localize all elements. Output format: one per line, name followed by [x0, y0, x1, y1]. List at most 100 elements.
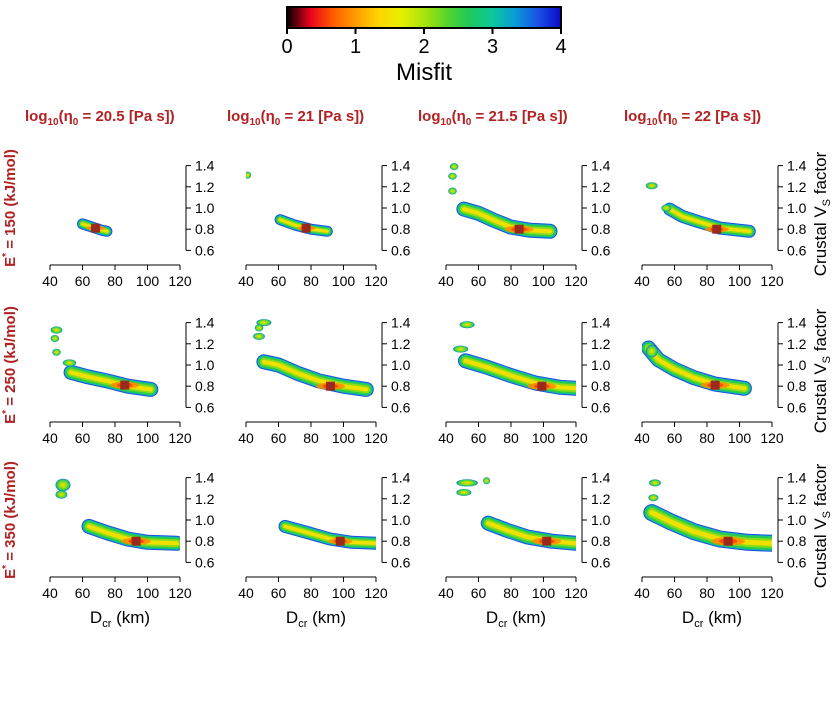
x-tick-label: 120 [168, 430, 192, 446]
x-tick-label: 60 [271, 430, 287, 446]
data-band [649, 510, 772, 546]
x-tick-label: 100 [728, 585, 752, 601]
x-tick-label: 100 [136, 273, 160, 289]
data-band [461, 207, 553, 234]
y-axis: 0.6 0.8 1.0 1.2 1.4 [381, 470, 411, 570]
x-tick-label: 100 [532, 585, 556, 601]
data-blob [648, 494, 659, 502]
row-title-text: E* = 350 (kJ/mol) [1, 461, 19, 579]
data-blob [256, 319, 272, 327]
y-tick-label: 0.6 [195, 554, 215, 570]
data-cloud [645, 182, 756, 238]
x-tick-label: 80 [303, 430, 319, 446]
y-tick-label: 1.2 [591, 336, 611, 352]
y-tick-label: 1.4 [591, 470, 611, 486]
best-model-marker [723, 536, 733, 546]
y-tick-label: 1.0 [391, 357, 411, 373]
row-titles: E* = 150 (kJ/mol) E* = 250 (kJ/mol) E* = 3… [1, 149, 19, 579]
y-tick-label: 1.0 [787, 512, 807, 528]
x-tick-label: 40 [438, 585, 454, 601]
y-tick-label: 0.6 [591, 242, 611, 258]
x-axis: 40 60 80 100 120 [438, 576, 588, 601]
y-tick-label: 0.8 [391, 378, 411, 394]
y-axis: 0.6 0.8 1.0 1.2 1.4 [777, 158, 807, 258]
y-axis: 0.6 0.8 1.0 1.2 1.4 [581, 315, 611, 415]
y-tick-label: 1.0 [591, 512, 611, 528]
x-axis: 40 60 80 100 120 [438, 264, 588, 289]
column-title: log10(η0 = 20.5 [Pa s]) [25, 108, 175, 128]
row-title: E* = 150 (kJ/mol) [1, 149, 19, 267]
y-tick-label: 1.2 [787, 336, 807, 352]
y-tick-label: 0.8 [195, 221, 215, 237]
data-cloud [55, 478, 180, 551]
y-tick-label: 0.6 [787, 242, 807, 258]
best-model-marker [301, 223, 311, 233]
data-blob [50, 335, 60, 342]
x-tick-label: 80 [699, 273, 715, 289]
x-tick-label: 40 [238, 430, 254, 446]
y-tick-label: 0.6 [391, 399, 411, 415]
x-tick-label: 120 [760, 273, 784, 289]
y-tick-label: 1.4 [391, 470, 411, 486]
x-tick-label: 80 [503, 273, 519, 289]
data-blob [448, 187, 457, 195]
y-tick-label: 0.8 [591, 378, 611, 394]
x-tick-label: 60 [271, 273, 287, 289]
x-axis-label: Dcr (km) [90, 608, 150, 630]
x-tick-label: 40 [634, 273, 650, 289]
data-blob [649, 479, 661, 487]
x-tick-label: 80 [107, 430, 123, 446]
y-tick-label: 1.2 [195, 336, 215, 352]
best-model-marker [120, 380, 130, 390]
y-tick-label: 0.6 [195, 399, 215, 415]
x-tick-label: 40 [42, 430, 58, 446]
y-tick-label: 1.2 [391, 491, 411, 507]
y-tick-label: 0.8 [787, 378, 807, 394]
y-tick-label: 1.4 [391, 158, 411, 174]
x-tick-label: 100 [728, 430, 752, 446]
y-tick-label: 1.4 [195, 315, 215, 331]
best-model-marker [542, 536, 552, 546]
colorbar-tick-label: 3 [487, 36, 498, 58]
x-tick-label: 40 [438, 430, 454, 446]
data-cloud [453, 321, 576, 396]
data-blob [55, 478, 71, 492]
data-blob [456, 479, 478, 487]
x-tick-label: 60 [471, 585, 487, 601]
x-axis: 40 60 80 100 120 [42, 264, 192, 289]
y-tick-label: 1.4 [787, 470, 807, 486]
x-tick-label: 100 [332, 273, 356, 289]
data-blob [246, 171, 252, 179]
colorbar-gradient [286, 6, 562, 29]
data-blob [453, 345, 469, 353]
y-tick-label: 1.2 [591, 179, 611, 195]
x-tick-label: 120 [364, 273, 388, 289]
best-model-marker [712, 224, 722, 234]
x-axis: 40 60 80 100 120 [42, 576, 192, 601]
y-tick-label: 1.2 [391, 336, 411, 352]
y-tick-label: 1.4 [195, 158, 215, 174]
y-tick-label: 1.0 [391, 200, 411, 216]
colorbar-ticks: 0 1 2 3 4 [281, 28, 567, 58]
y-tick-label: 1.4 [591, 315, 611, 331]
y-tick-label: 1.4 [787, 315, 807, 331]
column-titles: log10(η0 = 20.5 [Pa s]) log10(η0 = 21 [Pa… [25, 108, 761, 128]
data-blob [55, 490, 68, 499]
data-blob [645, 182, 658, 190]
best-model-marker [326, 381, 335, 391]
best-model-marker [537, 381, 547, 391]
colorbar: 0 1 2 3 4 Misfit [281, 6, 567, 86]
data-blob [52, 348, 61, 356]
y-tick-label: 1.0 [391, 512, 411, 528]
y-tick-label: 1.2 [195, 491, 215, 507]
y-tick-label: 0.8 [195, 533, 215, 549]
x-tick-label: 120 [564, 585, 588, 601]
data-blob [459, 321, 475, 329]
